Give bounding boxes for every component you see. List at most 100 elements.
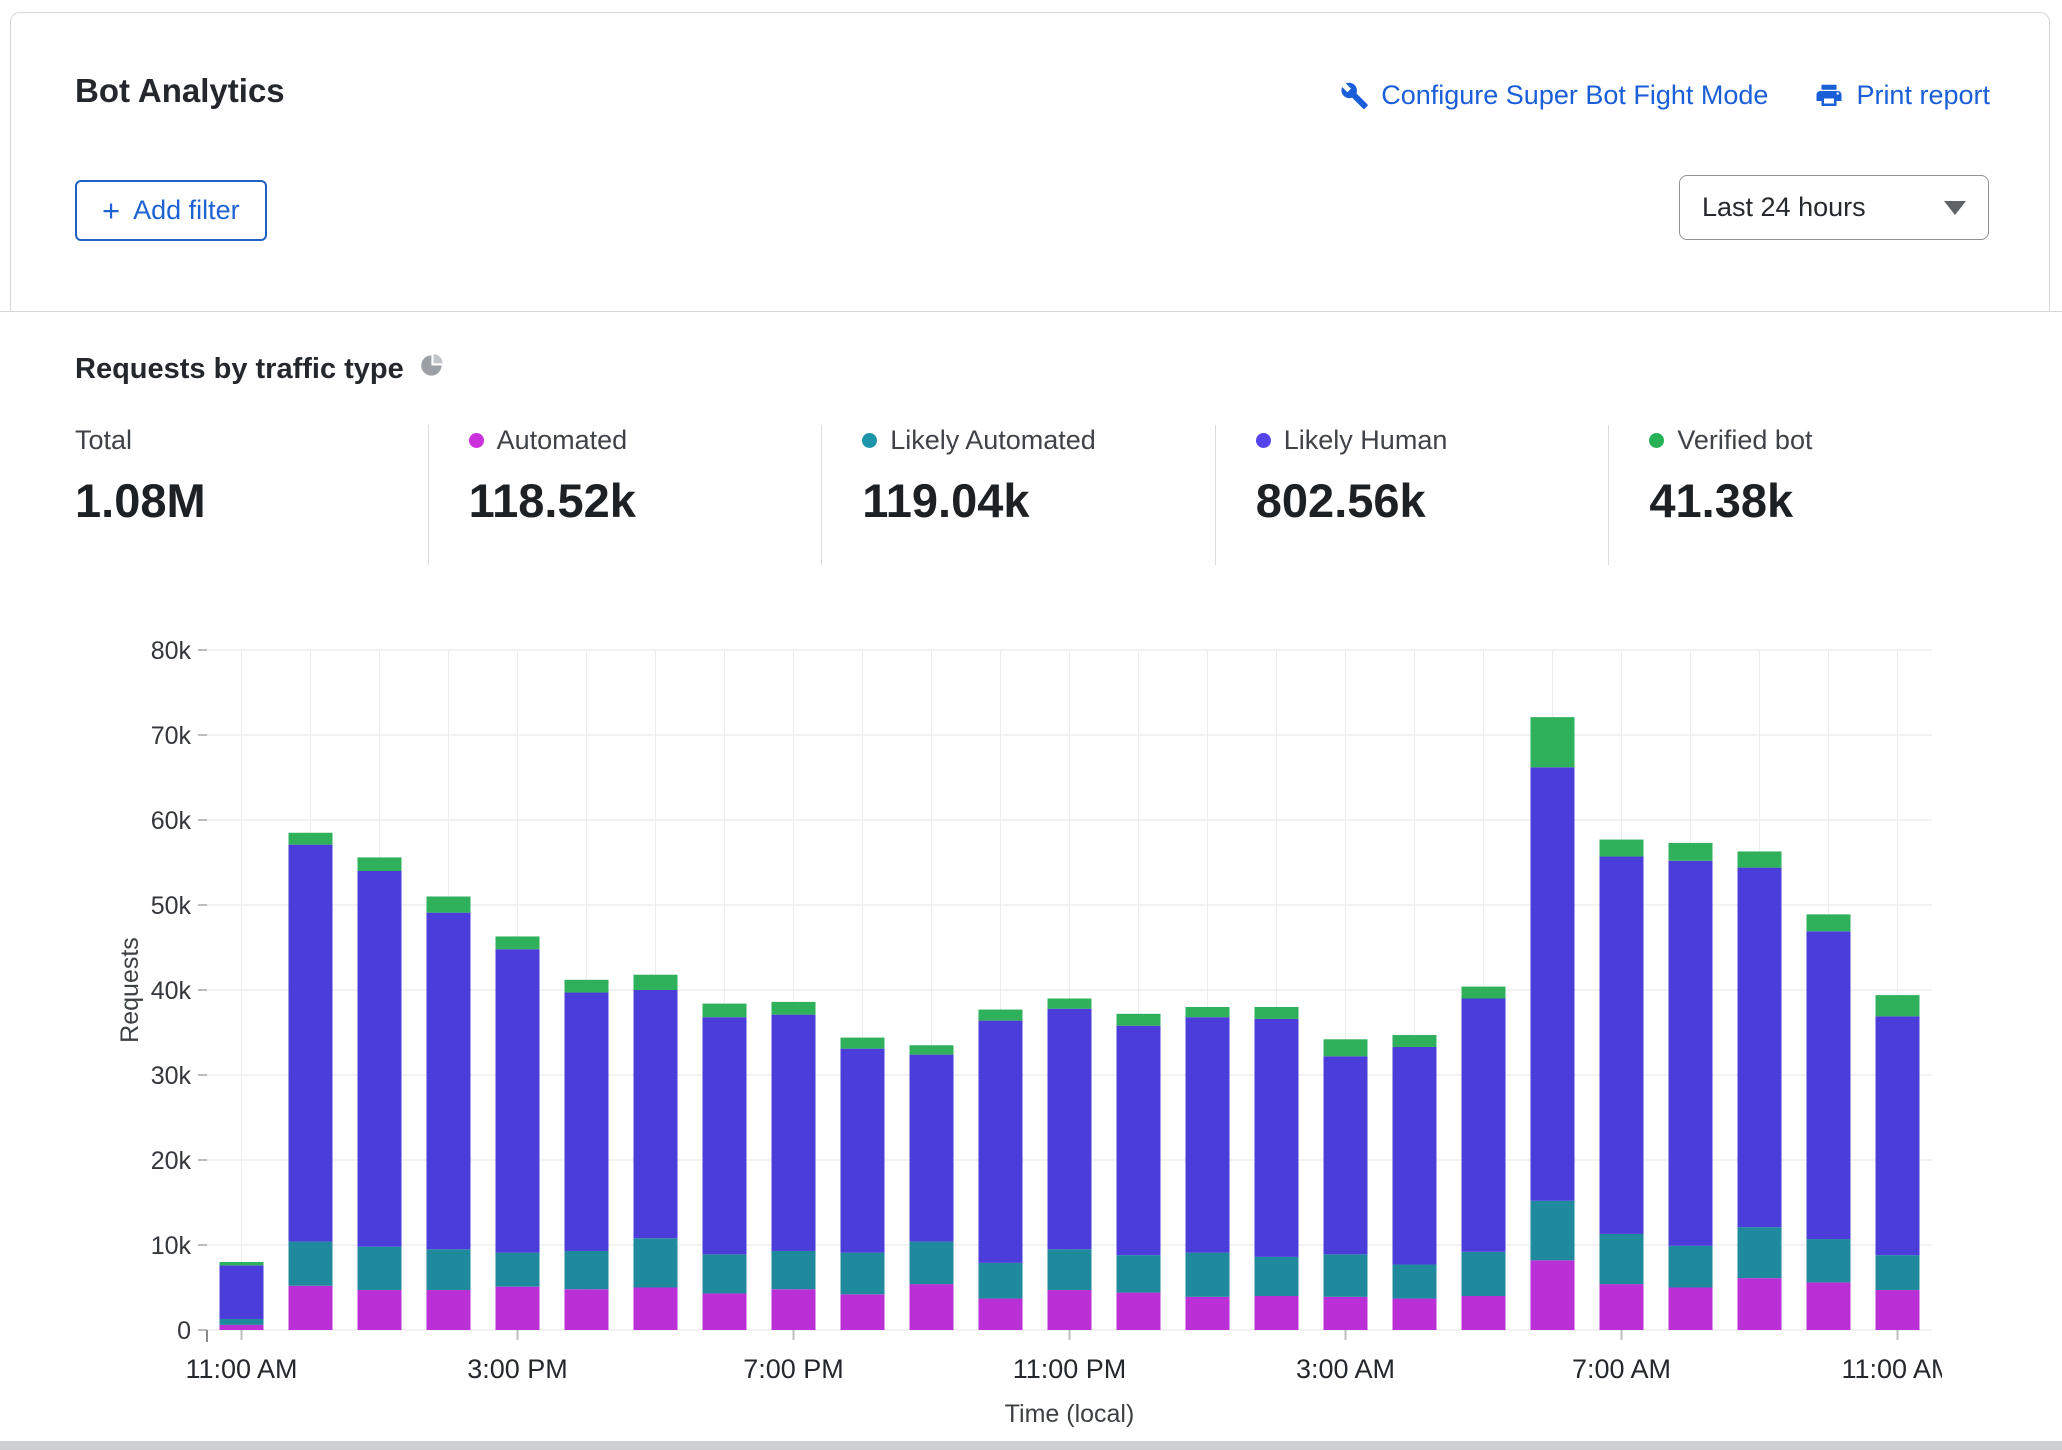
bar-segment-likely-human[interactable] <box>1669 861 1713 1246</box>
bar-segment-likely-human[interactable] <box>358 871 402 1247</box>
bar-segment-likely-automated[interactable] <box>289 1242 333 1286</box>
bar-segment-likely-automated[interactable] <box>979 1263 1023 1299</box>
bar-segment-automated[interactable] <box>1669 1288 1713 1331</box>
bar-segment-likely-human[interactable] <box>1600 857 1644 1234</box>
bar-segment-likely-automated[interactable] <box>1738 1227 1782 1278</box>
bar-segment-likely-human[interactable] <box>703 1017 747 1254</box>
bar-segment-likely-automated[interactable] <box>1393 1265 1437 1299</box>
bar-segment-likely-human[interactable] <box>1807 931 1851 1239</box>
bar-segment-likely-automated[interactable] <box>1807 1239 1851 1282</box>
bar-segment-verified-bot[interactable] <box>772 1002 816 1015</box>
bar-segment-automated[interactable] <box>979 1299 1023 1330</box>
bar-segment-verified-bot[interactable] <box>1048 999 1092 1009</box>
bar-segment-automated[interactable] <box>1462 1296 1506 1330</box>
time-range-select[interactable]: Last 24 hours <box>1679 175 1989 240</box>
bar-segment-automated[interactable] <box>1048 1290 1092 1330</box>
bar-segment-automated[interactable] <box>1600 1284 1644 1330</box>
bar-segment-verified-bot[interactable] <box>1876 995 1920 1016</box>
bar-segment-automated[interactable] <box>427 1290 471 1330</box>
bar-segment-verified-bot[interactable] <box>496 936 540 949</box>
bar-segment-verified-bot[interactable] <box>1600 840 1644 857</box>
bar-segment-likely-human[interactable] <box>1324 1056 1368 1254</box>
bar-segment-automated[interactable] <box>1186 1297 1230 1330</box>
bar-segment-automated[interactable] <box>1807 1282 1851 1330</box>
bar-segment-automated[interactable] <box>703 1293 747 1330</box>
add-filter-button[interactable]: + Add filter <box>75 180 267 241</box>
bar-segment-automated[interactable] <box>910 1284 954 1330</box>
bar-segment-likely-automated[interactable] <box>1255 1257 1299 1296</box>
bar-segment-verified-bot[interactable] <box>979 1010 1023 1021</box>
bar-segment-automated[interactable] <box>565 1289 609 1330</box>
bar-segment-likely-human[interactable] <box>220 1265 264 1319</box>
bar-segment-likely-automated[interactable] <box>1462 1252 1506 1296</box>
bar-segment-automated[interactable] <box>1738 1278 1782 1330</box>
bar-segment-likely-automated[interactable] <box>427 1249 471 1290</box>
bar-segment-verified-bot[interactable] <box>427 897 471 913</box>
bar-segment-verified-bot[interactable] <box>1186 1007 1230 1017</box>
bar-segment-automated[interactable] <box>1324 1297 1368 1330</box>
bar-segment-verified-bot[interactable] <box>634 975 678 990</box>
bar-segment-likely-automated[interactable] <box>565 1251 609 1289</box>
bar-segment-verified-bot[interactable] <box>1531 717 1575 767</box>
bar-segment-likely-human[interactable] <box>1531 767 1575 1201</box>
bar-segment-likely-automated[interactable] <box>1669 1246 1713 1288</box>
bar-segment-likely-human[interactable] <box>1876 1016 1920 1255</box>
bar-segment-likely-human[interactable] <box>1186 1017 1230 1252</box>
bar-segment-verified-bot[interactable] <box>1462 987 1506 999</box>
bar-segment-verified-bot[interactable] <box>1807 914 1851 931</box>
bar-segment-likely-automated[interactable] <box>1876 1255 1920 1290</box>
bar-segment-likely-human[interactable] <box>910 1055 954 1242</box>
bar-segment-likely-human[interactable] <box>496 949 540 1252</box>
bar-segment-automated[interactable] <box>358 1290 402 1330</box>
bar-segment-automated[interactable] <box>841 1294 885 1330</box>
bar-segment-likely-human[interactable] <box>1462 999 1506 1252</box>
bar-segment-likely-human[interactable] <box>565 993 609 1251</box>
bar-segment-likely-human[interactable] <box>427 913 471 1250</box>
bar-segment-likely-automated[interactable] <box>220 1319 264 1325</box>
bar-segment-likely-human[interactable] <box>634 990 678 1238</box>
bar-segment-verified-bot[interactable] <box>358 857 402 871</box>
bar-segment-likely-automated[interactable] <box>496 1253 540 1287</box>
bar-segment-likely-automated[interactable] <box>1048 1249 1092 1290</box>
bar-segment-likely-human[interactable] <box>1048 1009 1092 1250</box>
bar-segment-likely-automated[interactable] <box>358 1247 402 1290</box>
bar-segment-likely-automated[interactable] <box>703 1254 747 1293</box>
bar-segment-likely-automated[interactable] <box>1531 1201 1575 1261</box>
bar-segment-likely-human[interactable] <box>1393 1047 1437 1265</box>
bar-segment-verified-bot[interactable] <box>1738 851 1782 867</box>
bar-segment-verified-bot[interactable] <box>703 1004 747 1018</box>
bar-segment-likely-human[interactable] <box>979 1021 1023 1263</box>
bar-segment-automated[interactable] <box>1255 1296 1299 1330</box>
bar-segment-likely-automated[interactable] <box>1186 1253 1230 1297</box>
bar-segment-verified-bot[interactable] <box>841 1038 885 1049</box>
bar-segment-automated[interactable] <box>496 1287 540 1330</box>
bar-segment-likely-automated[interactable] <box>634 1238 678 1287</box>
bar-segment-automated[interactable] <box>634 1288 678 1331</box>
bar-segment-likely-human[interactable] <box>1738 868 1782 1228</box>
bar-segment-automated[interactable] <box>1393 1299 1437 1330</box>
bar-segment-automated[interactable] <box>220 1325 264 1330</box>
bar-segment-likely-human[interactable] <box>289 845 333 1242</box>
print-report-link[interactable]: Print report <box>1814 80 1990 111</box>
bar-segment-likely-human[interactable] <box>772 1015 816 1251</box>
bar-segment-likely-automated[interactable] <box>1324 1254 1368 1297</box>
configure-super-bot-fight-mode-link[interactable]: Configure Super Bot Fight Mode <box>1340 80 1768 111</box>
bar-segment-verified-bot[interactable] <box>1117 1014 1161 1026</box>
bar-segment-likely-automated[interactable] <box>772 1251 816 1289</box>
bar-segment-likely-human[interactable] <box>1255 1019 1299 1257</box>
bar-segment-likely-human[interactable] <box>1117 1026 1161 1256</box>
bar-segment-likely-automated[interactable] <box>910 1242 954 1285</box>
bar-segment-likely-automated[interactable] <box>1600 1234 1644 1284</box>
bar-segment-likely-automated[interactable] <box>1117 1255 1161 1292</box>
bar-segment-verified-bot[interactable] <box>910 1045 954 1054</box>
bar-segment-verified-bot[interactable] <box>565 980 609 993</box>
bar-segment-likely-human[interactable] <box>841 1049 885 1253</box>
bar-segment-verified-bot[interactable] <box>1255 1007 1299 1019</box>
bar-segment-automated[interactable] <box>1117 1293 1161 1330</box>
bar-segment-verified-bot[interactable] <box>1393 1035 1437 1047</box>
bar-segment-likely-automated[interactable] <box>841 1253 885 1295</box>
bar-segment-automated[interactable] <box>289 1286 333 1330</box>
bar-segment-automated[interactable] <box>1876 1290 1920 1330</box>
bar-segment-verified-bot[interactable] <box>1669 843 1713 861</box>
bar-segment-verified-bot[interactable] <box>289 833 333 845</box>
